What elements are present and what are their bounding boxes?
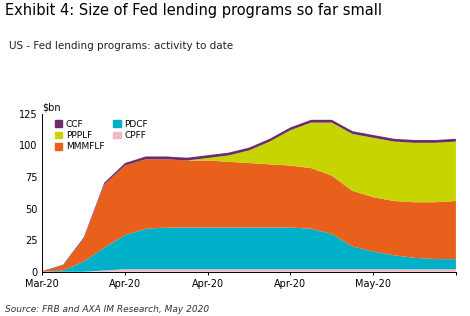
Text: Source: FRB and AXA IM Research, May 2020: Source: FRB and AXA IM Research, May 202… [5,306,209,314]
Text: US - Fed lending programs: activity to date: US - Fed lending programs: activity to d… [9,41,234,51]
Text: Exhibit 4: Size of Fed lending programs so far small: Exhibit 4: Size of Fed lending programs … [5,3,382,18]
Text: $bn: $bn [42,102,61,112]
Legend: CCF, PPPLF, MMMFLF, PDCF, CPFF: CCF, PPPLF, MMMFLF, PDCF, CPFF [55,120,148,151]
